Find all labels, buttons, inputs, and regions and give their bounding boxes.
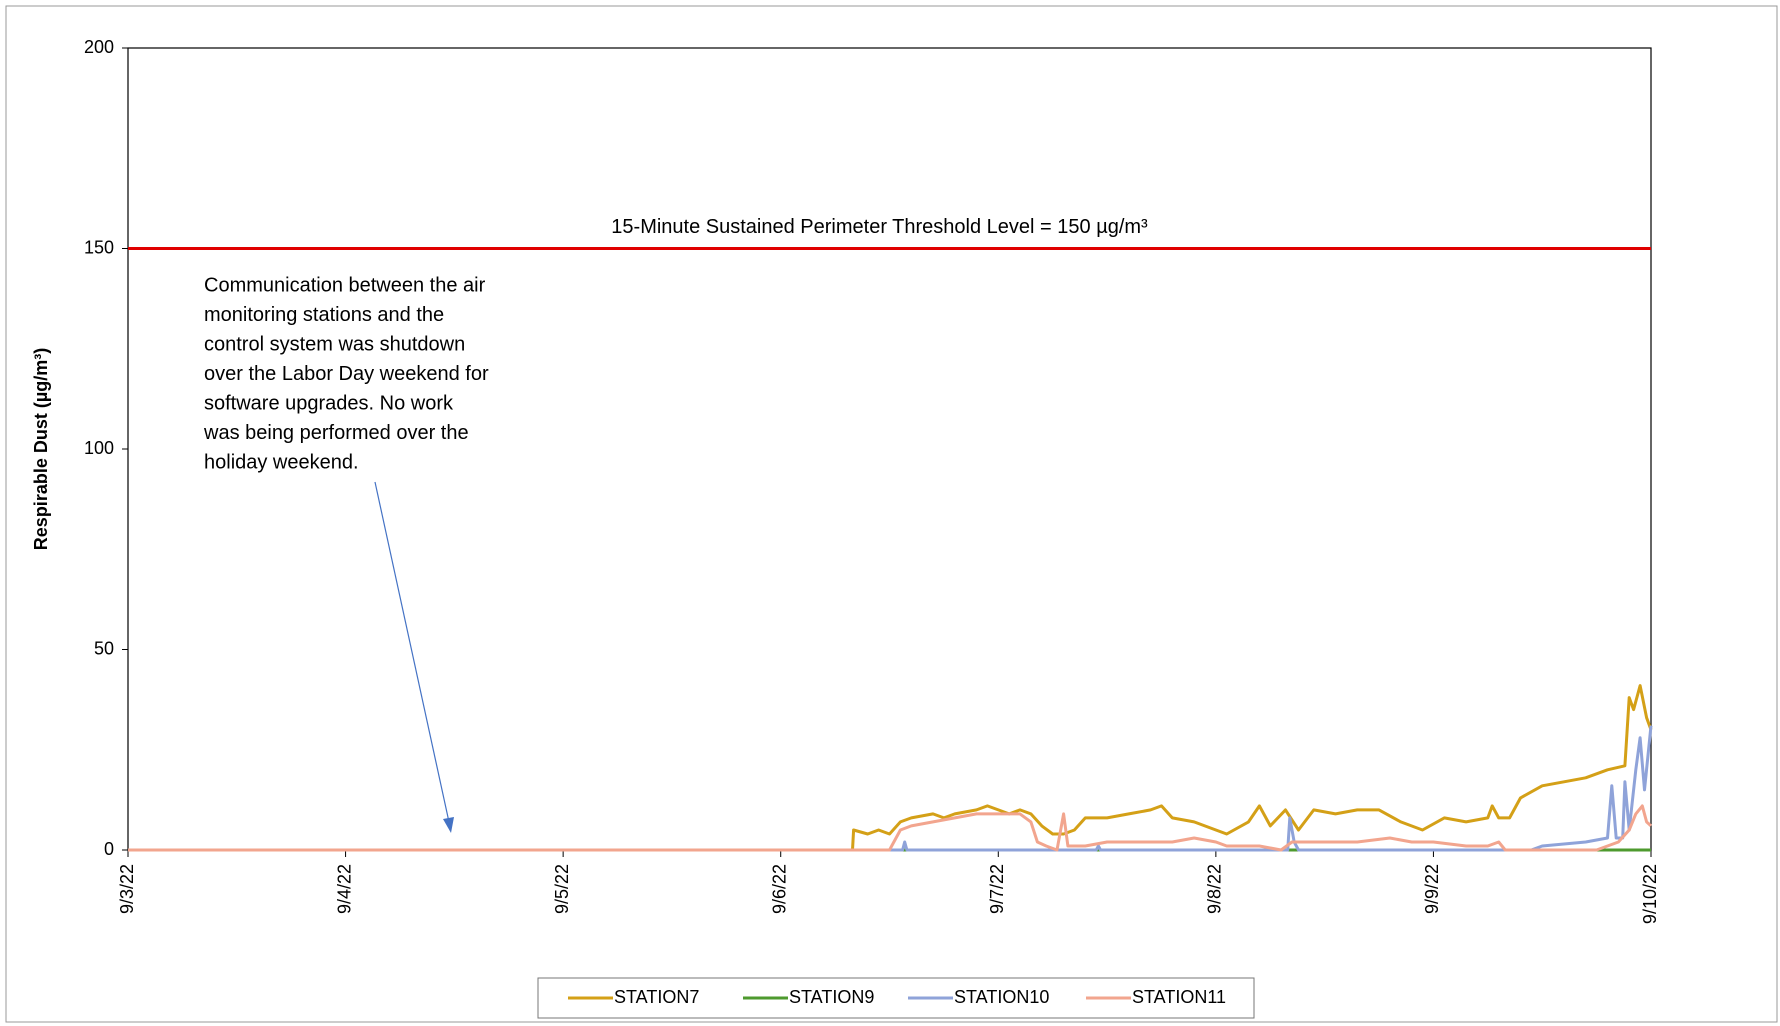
annotation-arrowhead — [443, 817, 454, 833]
annotation-line: Communication between the air — [204, 274, 486, 296]
annotation-line: holiday weekend. — [204, 451, 359, 473]
legend-label: STATION10 — [954, 987, 1049, 1007]
series-line — [128, 804, 1653, 852]
y-tick-label: 100 — [84, 438, 114, 458]
series-line — [128, 684, 1653, 852]
x-tick-label: 9/3/22 — [117, 864, 137, 914]
threshold-label: 15-Minute Sustained Perimeter Threshold … — [611, 216, 1148, 238]
y-tick-label: 200 — [84, 37, 114, 57]
legend-box — [537, 977, 1255, 1019]
chart-border — [5, 5, 1778, 1023]
y-axis-label: Respirable Dust (µg/m³) — [31, 348, 51, 550]
x-tick-label: 9/10/22 — [1640, 864, 1660, 924]
y-tick-label: 50 — [94, 638, 114, 658]
legend-label: STATION9 — [789, 987, 874, 1007]
annotation-line: over the Labor Day weekend for — [204, 363, 489, 385]
annotation-line: software upgrades. No work — [204, 392, 454, 414]
annotation-line: was being performed over the — [203, 422, 469, 444]
x-tick-label: 9/8/22 — [1205, 864, 1225, 914]
series-line — [128, 725, 1653, 852]
y-tick-label: 0 — [104, 839, 114, 859]
x-tick-label: 9/9/22 — [1422, 864, 1442, 914]
y-tick-label: 150 — [84, 237, 114, 257]
legend-label: STATION11 — [1132, 987, 1226, 1007]
annotation-line: control system was shutdown — [204, 333, 465, 355]
x-tick-label: 9/5/22 — [552, 864, 572, 914]
annotation-arrow — [374, 481, 450, 823]
annotation-line: monitoring stations and the — [204, 304, 444, 326]
legend-label: STATION7 — [614, 987, 699, 1007]
x-tick-label: 9/6/22 — [769, 864, 789, 914]
x-tick-label: 9/7/22 — [987, 864, 1007, 914]
x-tick-label: 9/4/22 — [334, 864, 354, 914]
